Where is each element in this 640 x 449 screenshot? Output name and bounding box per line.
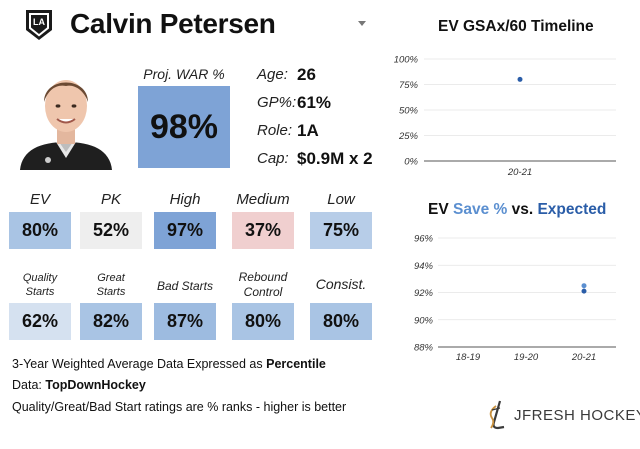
ev-label: EV — [29, 191, 50, 208]
brand-text: JFRESH HOCKEY — [514, 407, 640, 424]
footnote-data-source-bold: TopDownHockey — [45, 378, 146, 392]
high-danger-tile: 97% — [154, 212, 216, 249]
chart2-title-prefix: EV — [428, 201, 453, 218]
gsax-timeline-chart: 100% 75% 50% 25% 0% 20-21 — [394, 55, 616, 178]
rebound-control-tile: 80% — [232, 303, 294, 340]
proj-war-value: 98% — [138, 86, 230, 168]
cap-value: $0.9M x 2 — [297, 149, 373, 168]
chevron-down-icon[interactable] — [357, 20, 367, 28]
age-value: 26 — [297, 65, 316, 84]
y-tick-label: 88% — [414, 343, 434, 354]
chart1-title: EV GSAx/60 Timeline — [438, 18, 594, 35]
y-tick-label: 94% — [414, 261, 434, 272]
low-danger-label: Low — [327, 191, 355, 208]
great-starts-label: Great Starts — [80, 271, 142, 299]
chart2-title-vs: vs. — [507, 201, 538, 218]
footnote-data-source-text: Data: — [12, 378, 46, 392]
pk-label: PK — [100, 191, 121, 208]
proj-war-label: Proj. WAR % — [143, 66, 225, 82]
pk-tile: 52% — [80, 212, 142, 249]
y-tick-label: 92% — [414, 288, 434, 299]
x-tick-label: 18-19 — [456, 352, 481, 363]
consistency-label: Consist. — [315, 276, 367, 292]
y-tick-label: 96% — [414, 234, 434, 245]
great-starts-label-line1: Great — [97, 272, 125, 284]
y-tick-label: 50% — [399, 106, 419, 117]
hockey-stick-icon — [489, 400, 505, 430]
high-danger-label: High — [169, 191, 201, 208]
footnote-data-source: Data: TopDownHockey — [12, 378, 146, 392]
quality-starts-label-line1: Quality — [22, 272, 58, 284]
player-name: Calvin Petersen — [70, 8, 276, 39]
rebound-control-label: Rebound Control — [232, 270, 294, 300]
rebound-control-label-line1: Rebound — [238, 270, 288, 284]
consistency-tile: 80% — [310, 303, 372, 340]
y-tick-label: 25% — [398, 131, 419, 142]
great-starts-label-line2: Starts — [96, 286, 126, 298]
quality-starts-label-line2: Starts — [25, 286, 55, 298]
rebound-control-label-line2: Control — [243, 285, 283, 299]
chart2-title-save: Save % — [452, 201, 508, 218]
y-tick-label: 90% — [414, 315, 434, 326]
footnote-percentile-text: 3-Year Weighted Average Data Expressed a… — [12, 357, 267, 371]
quality-starts-tile: 62% — [9, 303, 71, 340]
role-value: 1A — [297, 121, 319, 140]
x-tick-label: 20-21 — [571, 352, 596, 363]
y-tick-label: 100% — [394, 55, 419, 66]
role-label: Role: — [257, 122, 293, 139]
player-photo — [12, 62, 120, 170]
data-point — [581, 288, 587, 294]
team-logo: LA — [26, 10, 52, 40]
y-tick-label: 75% — [399, 80, 419, 91]
footnote-percentile-bold: Percentile — [266, 357, 326, 371]
brand-logo: JFRESH HOCKEY — [486, 398, 640, 434]
chart2-title-expected: Expected — [537, 201, 607, 218]
footnote-start-ratings: Quality/Great/Bad Start ratings are % ra… — [12, 400, 347, 414]
great-starts-tile: 82% — [80, 303, 142, 340]
ev-tile: 80% — [9, 212, 71, 249]
gp-percent-label: GP%: — [257, 94, 297, 111]
cap-label: Cap: — [257, 150, 289, 167]
footnote-percentile: 3-Year Weighted Average Data Expressed a… — [12, 357, 326, 371]
save-pct-chart: 96% 94% 92% 90% 88% 18-19 19-20 20-21 — [414, 234, 616, 363]
gp-percent-value: 61% — [297, 93, 332, 112]
data-point — [517, 76, 523, 82]
chart2-title: EV Save % vs. Expected — [428, 201, 606, 219]
data-point — [581, 283, 587, 289]
team-logo-text: LA — [33, 17, 45, 27]
low-danger-tile: 75% — [310, 212, 372, 249]
quality-starts-label: Quality Starts — [9, 271, 71, 299]
y-tick-label: 0% — [404, 157, 418, 168]
medium-danger-tile: 37% — [232, 212, 294, 249]
x-tick-label: 19-20 — [514, 352, 539, 363]
bad-starts-tile: 87% — [154, 303, 216, 340]
age-label: Age: — [257, 66, 288, 83]
medium-danger-label: Medium — [236, 191, 290, 208]
bad-starts-label: Bad Starts — [156, 279, 214, 293]
x-tick-label: 20-21 — [507, 167, 532, 178]
